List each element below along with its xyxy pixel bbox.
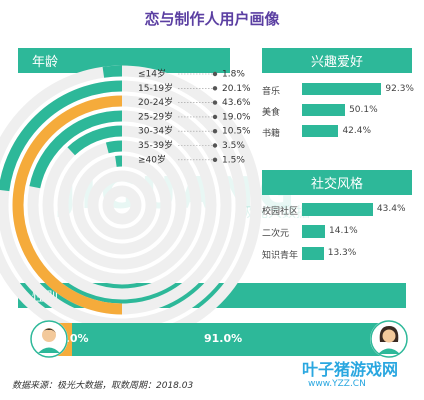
social-bar [302, 247, 324, 260]
age-category-label: 15-19岁 [138, 82, 173, 94]
female-avatar-icon [370, 320, 408, 358]
age-bar-1 [0, 80, 123, 192]
age-bar-0 [102, 65, 123, 78]
gender-female-value: 91.0% [204, 332, 243, 345]
age-dot [212, 129, 218, 134]
interest-value-label: 50.1% [349, 105, 378, 115]
age-category-label: 20-24岁 [138, 96, 173, 108]
age-value-label: 19.0% [222, 112, 251, 122]
interest-value-label: 42.4% [342, 126, 372, 136]
social-section-tab: 社交风格 [262, 170, 412, 195]
age-category-label: ≤14岁 [138, 68, 166, 80]
age-bar-2 [12, 95, 123, 315]
data-source: 数据来源：极光大数据，取数周期：2018.03 [12, 381, 194, 391]
interest-bar [302, 83, 382, 95]
age-value-label: 1.8% [222, 70, 245, 80]
site-logo: 叶子猪游戏网 [302, 360, 399, 379]
site-logo-url: www.YZZ.CN [308, 379, 366, 389]
age-dot [212, 143, 218, 148]
page-title: 恋与制作人用户画像 [144, 10, 280, 28]
age-dot [212, 157, 218, 162]
age-value-label: 3.5% [222, 141, 245, 151]
age-bar-3 [29, 110, 123, 189]
interest-category-label: 美食 [262, 108, 281, 118]
social-bar [302, 203, 373, 216]
age-ring-track [102, 185, 142, 225]
age-dot [212, 71, 218, 77]
age-bar-5 [105, 140, 123, 154]
age-ring-track [87, 170, 157, 240]
male-avatar-icon [30, 320, 68, 358]
social-bar [302, 225, 326, 238]
age-value-label: 1.5% [222, 155, 245, 165]
age-category-label: 25-29岁 [138, 110, 173, 122]
female-avatar [370, 320, 408, 358]
interest-bar [302, 104, 346, 116]
age-dot [212, 86, 218, 91]
age-value-label: 43.6% [222, 98, 251, 108]
social-value-label: 43.4% [376, 204, 406, 214]
male-avatar [30, 320, 68, 358]
interest-category-label: 音乐 [262, 87, 281, 97]
age-dot [212, 100, 218, 105]
social-category-label: 知识青年 [262, 251, 299, 261]
age-category-label: 30-34岁 [138, 125, 173, 137]
interest-category-label: 书籍 [262, 129, 281, 139]
gender-bar: 9.0% 91.0% [40, 323, 396, 356]
interest-section-tab: 兴趣爱好 [262, 48, 412, 73]
interest-bar [302, 125, 339, 137]
age-value-label: 10.5% [222, 127, 251, 137]
age-category-label: 35-39岁 [138, 139, 173, 151]
social-value-label: 13.3% [327, 248, 357, 258]
age-category-label: ≥40岁 [138, 153, 166, 165]
age-ring-track [42, 125, 202, 285]
age-dot [212, 114, 218, 120]
age-value-label: 20.1% [222, 84, 251, 94]
interest-value-label: 92.3% [385, 84, 414, 94]
social-category-label: 校园社区 [262, 207, 299, 217]
social-category-label: 二次元 [262, 229, 290, 239]
age-bar-4 [67, 125, 123, 156]
social-value-label: 14.1% [329, 226, 358, 236]
